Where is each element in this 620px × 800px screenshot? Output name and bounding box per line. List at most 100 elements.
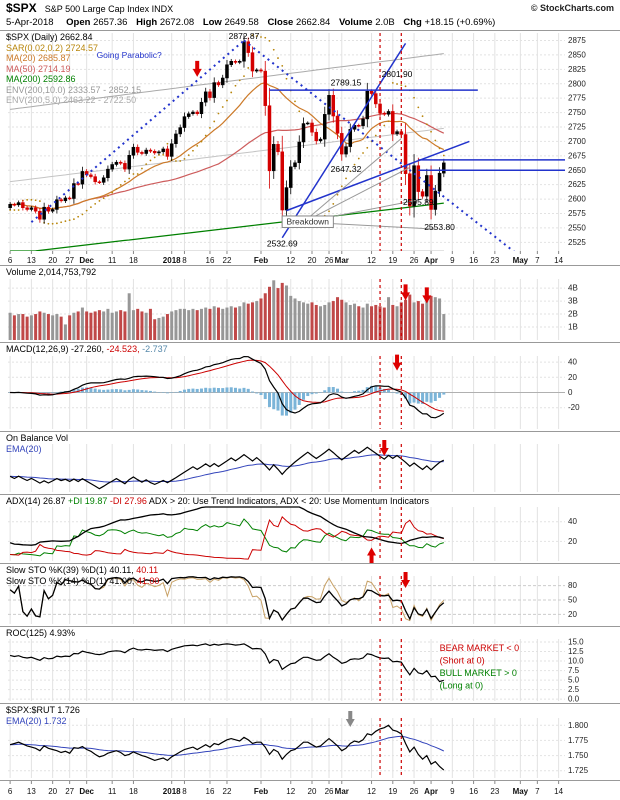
- svg-text:Going Parabolic?: Going Parabolic?: [97, 50, 162, 60]
- svg-text:2825: 2825: [568, 65, 586, 74]
- volume-panel: 4B 3B 2B 1B Volume 2,014,753,792: [0, 265, 620, 342]
- y-axis-labels: 40 20 0 -20: [568, 358, 580, 413]
- svg-text:2725: 2725: [568, 123, 586, 132]
- svg-text:14: 14: [554, 787, 563, 796]
- event-vertical-lines: [379, 356, 402, 429]
- quote-date: 5-Apr-2018: [6, 17, 54, 28]
- down-arrow-marker: [345, 711, 355, 727]
- svg-text:2600: 2600: [568, 195, 586, 204]
- vertical-gridlines: [9, 639, 560, 701]
- svg-text:2.5: 2.5: [568, 685, 580, 694]
- svg-text:27: 27: [65, 787, 74, 796]
- svg-text:2018: 2018: [163, 256, 181, 265]
- roc-chart-svg: BEAR MARKET < 0 (Short at 0) BULL MARKET >…: [8, 638, 584, 703]
- svg-text:26: 26: [325, 256, 334, 265]
- svg-text:20: 20: [308, 256, 317, 265]
- price-plot-area: [8, 34, 565, 251]
- y-axis-labels: 80 50 20: [568, 581, 577, 619]
- svg-text:2875: 2875: [568, 36, 586, 45]
- ratio-ema-line: [10, 735, 445, 756]
- obv-line: [9, 446, 445, 490]
- svg-text:11: 11: [108, 787, 117, 796]
- svg-text:3B: 3B: [568, 297, 578, 306]
- vertical-gridlines: [9, 444, 560, 492]
- ma200-line: [10, 202, 444, 251]
- volume-chart-svg: 4B 3B 2B 1B: [8, 279, 578, 340]
- down-arrow-marker: [392, 354, 402, 371]
- stockcharts-credit-link[interactable]: © StockCharts.com: [530, 3, 614, 13]
- event-vertical-lines: [379, 576, 402, 624]
- svg-text:1.750: 1.750: [568, 751, 589, 760]
- svg-text:10.0: 10.0: [568, 657, 584, 666]
- chart-header: © StockCharts.com $SPX S&P 500 Large Cap…: [0, 0, 620, 30]
- svg-text:2553.80: 2553.80: [424, 222, 455, 232]
- svg-text:BEAR MARKET < 0: BEAR MARKET < 0: [440, 643, 520, 653]
- slow-sto-k39-line: [9, 576, 445, 622]
- svg-text:26: 26: [410, 787, 419, 796]
- macd-panel: 40 20 0 -20 MACD(12,26,9) -27.260, -24.523,…: [0, 342, 620, 431]
- svg-text:16: 16: [206, 787, 215, 796]
- svg-text:26: 26: [325, 787, 334, 796]
- svg-text:12: 12: [367, 787, 376, 796]
- svg-text:1.775: 1.775: [568, 736, 589, 745]
- y-axis-labels: 1.800 1.775 1.750 1.725: [568, 721, 589, 775]
- svg-text:19: 19: [388, 256, 397, 265]
- svg-text:40: 40: [568, 358, 577, 367]
- index-name: S&P 500 Large Cap Index INDX: [44, 4, 174, 14]
- svg-text:20: 20: [308, 787, 317, 796]
- svg-text:12.5: 12.5: [568, 647, 584, 656]
- event-vertical-lines: [379, 507, 402, 561]
- svg-text:16: 16: [206, 256, 215, 265]
- svg-text:12: 12: [367, 256, 376, 265]
- y-axis-labels: 15.012.510.07.55.02.50.0: [568, 638, 584, 703]
- svg-text:Breakdown: Breakdown: [286, 216, 329, 226]
- svg-text:14: 14: [554, 256, 563, 265]
- roc-market-notes: BEAR MARKET < 0 (Short at 0) BULL MARKET >…: [440, 643, 520, 691]
- price-annotations: Going Parabolic? 2872.87 2801.90 2789.15 264…: [97, 31, 456, 248]
- bottom-axis: 6 13 20 27 Dec 11 18 2018 8 16 22 Feb 12 20 26 Mar 12 19 2…: [0, 780, 620, 797]
- svg-text:2532.69: 2532.69: [267, 238, 298, 248]
- y-axis-labels: 2525 2550 2575 2600 2625 2650 2675 2700 2725 2750…: [568, 36, 586, 247]
- price-chart-svg: Going Parabolic? 2872.87 2801.90 2789.15 264…: [8, 31, 586, 265]
- svg-text:-20: -20: [568, 403, 580, 412]
- svg-text:BULL MARKET > 0: BULL MARKET > 0: [440, 668, 517, 678]
- trend-lines: [30, 39, 565, 251]
- ratio-line: [9, 724, 445, 771]
- svg-text:80: 80: [568, 581, 577, 590]
- adx-panel: 40 20 ADX(14) 26.87 +DI 19.87 -DI 27.96 A…: [0, 494, 620, 563]
- macd-line: [10, 355, 445, 419]
- stochastics-panel: 80 50 20 Slow STO %K(39) %D(1) 40.11, 40.1…: [0, 563, 620, 626]
- svg-text:6: 6: [8, 787, 13, 796]
- svg-text:2018: 2018: [163, 787, 181, 796]
- event-vertical-lines: [379, 718, 402, 778]
- svg-text:16: 16: [469, 787, 478, 796]
- svg-text:12: 12: [286, 787, 295, 796]
- svg-text:2647.32: 2647.32: [331, 164, 362, 174]
- price-panel: Going Parabolic? 2872.87 2801.90 2789.15 264…: [0, 30, 620, 265]
- svg-text:Mar: Mar: [335, 787, 349, 796]
- svg-text:13: 13: [27, 787, 36, 796]
- svg-text:6: 6: [8, 256, 13, 265]
- obv-panel: On Balance Vol EMA(20): [0, 431, 620, 494]
- y-axis-labels: 4B 3B 2B 1B: [568, 284, 578, 332]
- svg-text:20: 20: [568, 373, 577, 382]
- svg-text:7.5: 7.5: [568, 666, 580, 675]
- macd-signal-line: [10, 359, 444, 412]
- quote-field-low: Low 2649.58: [202, 17, 259, 28]
- svg-text:(Long at 0): (Long at 0): [440, 681, 484, 691]
- svg-text:1B: 1B: [568, 323, 578, 332]
- ratio-chart-svg: 1.800 1.775 1.750 1.725: [8, 711, 589, 778]
- horizontal-gridlines: [8, 641, 565, 700]
- svg-text:2B: 2B: [568, 310, 578, 319]
- parabolic-sar-dots: [9, 34, 445, 227]
- svg-text:13: 13: [27, 256, 36, 265]
- svg-text:18: 18: [129, 787, 138, 796]
- svg-text:15.0: 15.0: [568, 638, 584, 647]
- up-arrow-marker: [367, 547, 377, 563]
- ma20-line: [10, 82, 445, 210]
- event-vertical-lines: [379, 279, 402, 340]
- svg-text:2625: 2625: [568, 180, 586, 189]
- quote-field-open: Open 2657.36: [66, 17, 128, 28]
- svg-text:9: 9: [450, 256, 455, 265]
- adx-line: [9, 506, 444, 546]
